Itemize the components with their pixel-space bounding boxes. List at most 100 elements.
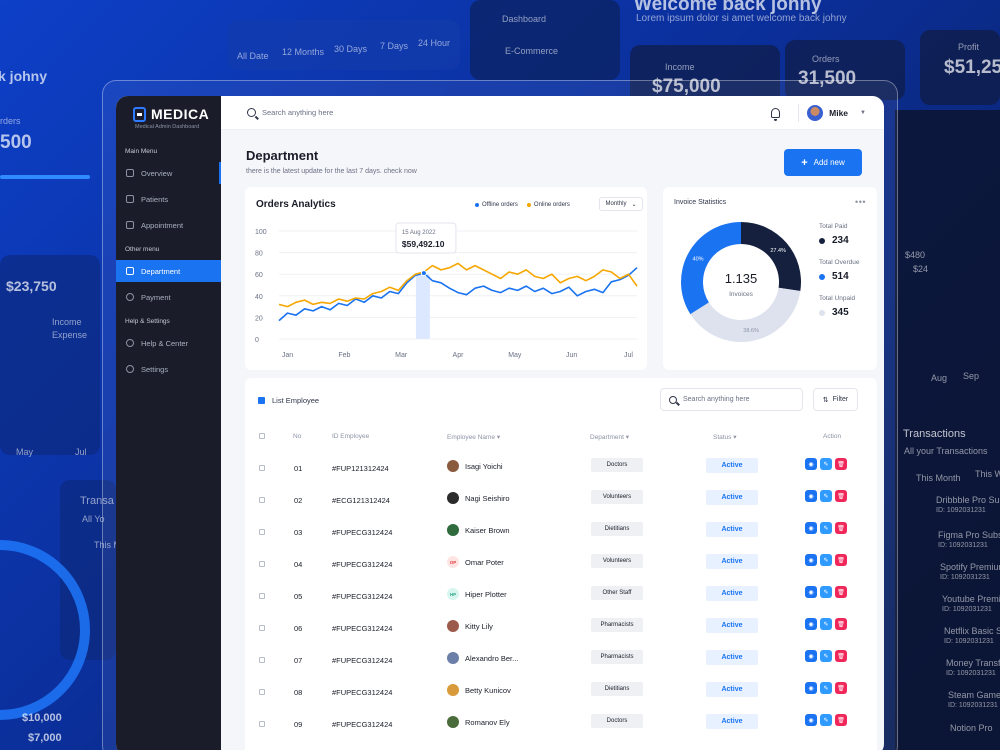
checkbox-icon: [259, 721, 265, 727]
view-icon[interactable]: ◉: [805, 458, 817, 470]
orders-line-chart[interactable]: 0 20 40 60 80 100 Jan Feb Mar Apr May Jun Jul 15 Aug …: [245, 217, 647, 367]
sidebar-item-settings[interactable]: Settings: [116, 358, 221, 380]
y-tick-label: 0: [255, 337, 259, 344]
bg-right-tx-4: Youtube Premium: [942, 594, 1000, 604]
th-department[interactable]: Department ▾: [590, 433, 629, 441]
delete-icon[interactable]: 🗑: [835, 682, 847, 694]
edit-icon[interactable]: ✎: [820, 490, 832, 502]
checkbox-icon: [259, 657, 265, 663]
edit-icon[interactable]: ✎: [820, 522, 832, 534]
chevron-down-icon: ⌄: [631, 201, 637, 208]
edit-icon[interactable]: ✎: [820, 618, 832, 630]
row-actions: ◉ ✎ 🗑: [805, 458, 847, 470]
row-checkbox[interactable]: [259, 688, 265, 697]
table-search-input[interactable]: Search anything here: [660, 388, 803, 411]
th-name[interactable]: Employee Name ▾: [447, 433, 500, 441]
checkbox-icon: [259, 465, 265, 471]
th-action: Action: [823, 433, 842, 440]
delete-icon[interactable]: 🗑: [835, 554, 847, 566]
delete-icon[interactable]: 🗑: [835, 650, 847, 662]
table-row[interactable]: 04 #FUPECG312424 OP Omar Poter Volunteers…: [245, 548, 877, 580]
sidebar-item-overview[interactable]: Overview: [116, 162, 221, 184]
table-row[interactable]: 01 #FUP121312424 Isagi Yoichi Doctors Ac…: [245, 452, 877, 484]
bell-icon[interactable]: [771, 107, 781, 121]
delete-icon[interactable]: 🗑: [835, 522, 847, 534]
bg-right-tx-6: Money Transf: [946, 658, 1000, 668]
bg-profit-value: $51,25: [944, 57, 1000, 78]
bg-right-tx-5: Netflix Basic Su: [944, 626, 1000, 636]
view-icon[interactable]: ◉: [805, 618, 817, 630]
row-checkbox[interactable]: [259, 624, 265, 633]
table-search-placeholder: Search anything here: [683, 396, 750, 403]
edit-icon[interactable]: ✎: [820, 586, 832, 598]
bg-welcome-sub: Lorem ipsum dolor si amet welcome back j…: [636, 13, 847, 24]
row-checkbox[interactable]: [259, 720, 265, 729]
table-row[interactable]: 03 #FUPECG312424 Kaiser Brown Dietitians…: [245, 516, 877, 548]
department-badge: Volunteers: [591, 490, 643, 504]
select-all-checkbox[interactable]: [259, 433, 265, 441]
edit-icon[interactable]: ✎: [820, 650, 832, 662]
view-icon[interactable]: ◉: [805, 586, 817, 598]
view-icon[interactable]: ◉: [805, 714, 817, 726]
delete-icon[interactable]: 🗑: [835, 618, 847, 630]
bg-left-may: May: [16, 447, 34, 457]
stat-value: 514: [832, 271, 849, 282]
sidebar-item-department[interactable]: Department: [116, 260, 221, 282]
stat-dot: [819, 237, 825, 244]
sidebar-item-appointment[interactable]: Appointment: [116, 214, 221, 236]
table-row[interactable]: 07 #FUPECG312424 Alexandro Ber... Pharma…: [245, 644, 877, 676]
row-checkbox[interactable]: [259, 496, 265, 505]
add-new-button[interactable]: + Add new: [784, 149, 862, 176]
table-row[interactable]: 09 #FUPECG312424 Romanov Ely Doctors Act…: [245, 708, 877, 740]
avatar: [447, 652, 459, 664]
user-menu[interactable]: Mike ▼: [807, 104, 866, 121]
delete-icon[interactable]: 🗑: [835, 458, 847, 470]
th-status[interactable]: Status ▾: [713, 433, 737, 441]
period-select[interactable]: Monthly ⌄: [599, 197, 643, 211]
row-id: #FUPECG312424: [332, 592, 393, 601]
th-no: No: [293, 433, 302, 440]
table-row[interactable]: 08 #FUPECG312424 Betty Kunicov Dietitian…: [245, 676, 877, 708]
edit-icon[interactable]: ✎: [820, 682, 832, 694]
row-checkbox[interactable]: [259, 528, 265, 537]
department-badge: Doctors: [591, 458, 643, 472]
sidebar-item-patients[interactable]: Patients: [116, 188, 221, 210]
divider: [798, 103, 800, 122]
view-icon[interactable]: ◉: [805, 682, 817, 694]
legend-online-label: Online orders: [533, 202, 570, 208]
row-checkbox[interactable]: [259, 592, 265, 601]
delete-icon[interactable]: 🗑: [835, 714, 847, 726]
bg-left-transa: Transa: [80, 495, 114, 507]
table-row[interactable]: 05 #FUPECG312424 HP Hiper Plotter Other S…: [245, 580, 877, 612]
row-checkbox[interactable]: [259, 560, 265, 569]
sidebar-item-help[interactable]: Help & Center: [116, 332, 221, 354]
brand[interactable]: MEDICA Medical Admin Dashboard: [116, 96, 221, 130]
bg-left-expense: Expense: [52, 330, 88, 340]
edit-icon[interactable]: ✎: [820, 554, 832, 566]
delete-icon[interactable]: 🗑: [835, 586, 847, 598]
x-tick-label: Mar: [395, 352, 408, 359]
users-icon: [126, 195, 134, 203]
bg-left-chart-panel: [0, 255, 100, 455]
page-subtitle: there is the latest update for the last …: [246, 168, 417, 175]
filter-button[interactable]: ⇅ Filter: [813, 388, 858, 411]
row-id: #FUPECG312424: [332, 656, 393, 665]
more-icon[interactable]: •••: [855, 197, 866, 207]
sidebar-item-payment[interactable]: Payment: [116, 286, 221, 308]
view-icon[interactable]: ◉: [805, 490, 817, 502]
edit-icon[interactable]: ✎: [820, 458, 832, 470]
table-row[interactable]: 02 #ECG121312424 Nagi Seishiro Volunteer…: [245, 484, 877, 516]
view-icon[interactable]: ◉: [805, 554, 817, 566]
row-checkbox[interactable]: [259, 656, 265, 665]
invoice-title: Invoice Statistics: [674, 199, 727, 206]
row-checkbox[interactable]: [259, 464, 265, 473]
bg-filter-30-days: 30 Days: [334, 44, 368, 54]
view-icon[interactable]: ◉: [805, 522, 817, 534]
delete-icon[interactable]: 🗑: [835, 490, 847, 502]
view-icon[interactable]: ◉: [805, 650, 817, 662]
row-id: #FUP121312424: [332, 464, 389, 473]
global-search-input[interactable]: Search anything here: [247, 108, 771, 117]
edit-icon[interactable]: ✎: [820, 714, 832, 726]
status-badge: Active: [706, 714, 758, 729]
table-row[interactable]: 06 #FUPECG312424 Kitty Lily Pharmacists …: [245, 612, 877, 644]
